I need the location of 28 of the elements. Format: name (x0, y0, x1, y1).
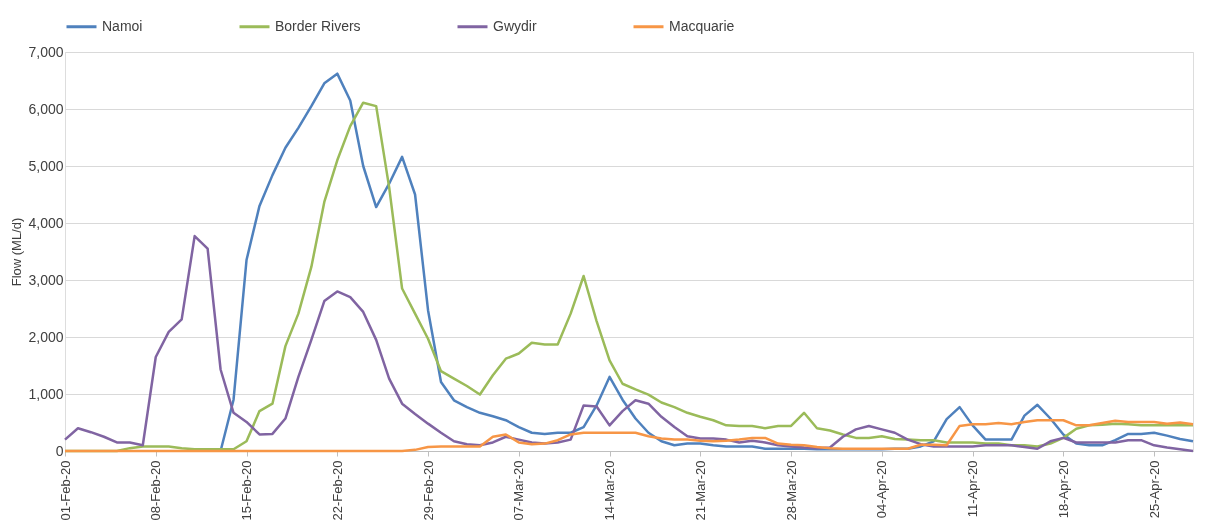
y-axis-title: Flow (ML/d) (9, 217, 25, 287)
x-tick-label: 25-Apr-20 (1146, 460, 1162, 519)
x-tick-label: 15-Feb-20 (239, 460, 255, 521)
x-tick-label: 18-Apr-20 (1055, 460, 1071, 519)
y-tick-label: 2,000 (28, 328, 64, 345)
line-series (63, 418, 1195, 453)
y-tick-label: 1,000 (28, 385, 64, 402)
x-tick-label: 08-Feb-20 (148, 460, 164, 521)
y-tick-label: 5,000 (28, 157, 64, 174)
x-tick-label: 22-Feb-20 (329, 460, 345, 521)
legend-label: Border Rivers (275, 17, 361, 34)
x-tick-label: 01-Feb-20 (57, 460, 73, 521)
x-tick-label: 11-Apr-20 (965, 460, 981, 518)
y-tick-label: 7,000 (28, 43, 64, 60)
y-tick-label: 4,000 (28, 214, 64, 231)
legend-label: Namoi (102, 17, 143, 34)
x-tick-label: 28-Mar-20 (783, 460, 799, 521)
y-tick-label: 6,000 (28, 100, 64, 117)
x-tick-label: 21-Mar-20 (692, 460, 708, 521)
legend-label: Gwydir (493, 17, 537, 34)
x-tick-label: 29-Feb-20 (420, 460, 436, 521)
x-tick-label: 14-Mar-20 (602, 460, 618, 521)
x-tick-label: 07-Mar-20 (511, 460, 527, 521)
legend-label: Macquarie (669, 17, 735, 34)
y-tick-label: 0 (55, 442, 64, 459)
y-tick-label: 3,000 (28, 271, 64, 288)
line-series (63, 234, 1195, 453)
x-tick-label: 04-Apr-20 (874, 460, 890, 519)
